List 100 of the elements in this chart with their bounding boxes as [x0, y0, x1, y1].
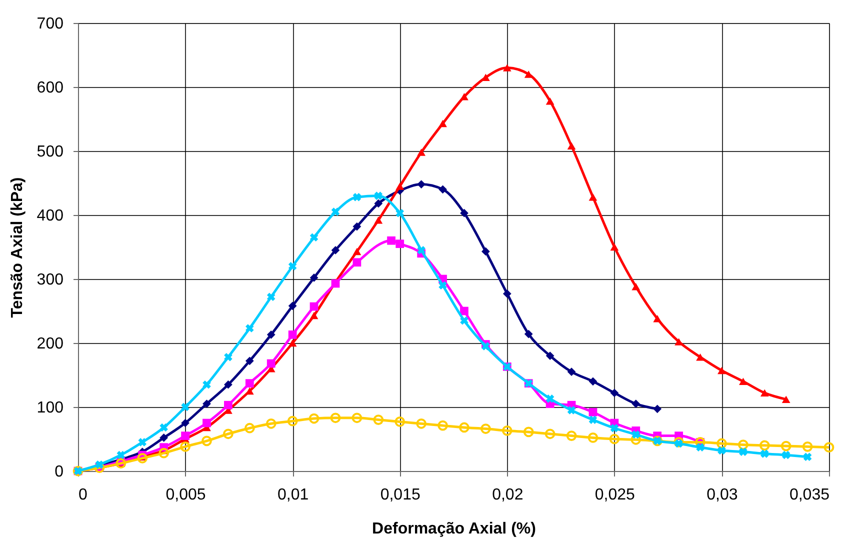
- point: [738, 378, 748, 386]
- point: [546, 352, 554, 360]
- point: [782, 450, 790, 460]
- point: [716, 438, 727, 449]
- point: [567, 142, 576, 150]
- point: [438, 120, 447, 128]
- point: [352, 258, 362, 267]
- point: [181, 432, 190, 440]
- point: [396, 208, 404, 218]
- point: [202, 436, 212, 446]
- point: [330, 412, 341, 424]
- point: [331, 246, 340, 254]
- x-tick-label: 0,025: [594, 486, 636, 504]
- point: [416, 418, 426, 429]
- point: [438, 185, 447, 194]
- point: [202, 380, 211, 389]
- point: [288, 302, 297, 310]
- point: [653, 404, 662, 414]
- x-axis-title: Deformação Axial (%): [372, 520, 536, 538]
- point: [438, 281, 447, 290]
- point: [287, 416, 298, 426]
- point: [396, 240, 404, 248]
- point: [224, 400, 232, 410]
- y-tick-label: 0: [54, 464, 64, 480]
- point: [160, 423, 168, 432]
- x-tick-label: 0,01: [278, 486, 309, 504]
- point: [438, 420, 448, 431]
- point: [116, 450, 126, 460]
- point: [352, 192, 362, 202]
- point: [588, 408, 598, 416]
- point: [696, 443, 704, 452]
- x-tick-label: 0,035: [789, 486, 830, 504]
- point: [802, 442, 813, 452]
- point: [460, 306, 468, 316]
- point: [630, 434, 642, 445]
- y-axis-title: Tensão Axial (kPa): [8, 177, 26, 318]
- point: [524, 330, 533, 338]
- point: [459, 422, 470, 433]
- x-tick-label: 0,005: [166, 486, 206, 504]
- point: [610, 424, 619, 432]
- point: [374, 192, 383, 200]
- point: [759, 440, 770, 451]
- point: [308, 413, 320, 424]
- point: [373, 414, 384, 425]
- point: [632, 430, 640, 439]
- point: [780, 440, 792, 452]
- point: [824, 442, 834, 452]
- point: [245, 356, 254, 366]
- y-tick-label: 100: [36, 400, 64, 416]
- point: [310, 233, 318, 242]
- point: [610, 388, 619, 398]
- point: [632, 400, 640, 408]
- point: [610, 243, 619, 251]
- point: [653, 315, 662, 322]
- point: [588, 193, 598, 201]
- point: [394, 416, 406, 427]
- point: [588, 432, 598, 443]
- point: [158, 448, 170, 458]
- point: [609, 434, 620, 444]
- point: [137, 453, 148, 464]
- point: [288, 339, 297, 347]
- point: [760, 450, 769, 458]
- x-tick-label: 0: [78, 486, 88, 504]
- point: [288, 330, 297, 339]
- point: [460, 208, 468, 218]
- x-tick-label: 0,03: [706, 486, 738, 504]
- point: [224, 352, 232, 362]
- y-tick-label: 700: [36, 16, 64, 32]
- point: [181, 418, 190, 428]
- point: [417, 148, 426, 156]
- y-tick-label: 600: [36, 80, 64, 96]
- point: [374, 199, 383, 208]
- point: [417, 180, 426, 188]
- point: [310, 302, 318, 311]
- point: [331, 208, 340, 216]
- point: [352, 412, 362, 424]
- point: [546, 97, 554, 105]
- x-tick-label: 0,015: [380, 486, 420, 504]
- point: [544, 428, 556, 440]
- point: [739, 448, 748, 456]
- point: [352, 248, 362, 256]
- point: [266, 418, 276, 429]
- point: [482, 247, 490, 256]
- point: [567, 406, 576, 414]
- point: [803, 452, 812, 462]
- point: [588, 416, 598, 424]
- y-tick-label: 500: [36, 144, 64, 160]
- point: [632, 283, 640, 290]
- point: [502, 64, 512, 72]
- point: [417, 246, 426, 254]
- point: [718, 366, 726, 374]
- y-tick-label: 300: [36, 272, 64, 288]
- point: [502, 290, 512, 298]
- point: [202, 418, 211, 428]
- point: [310, 274, 318, 282]
- point: [138, 438, 147, 446]
- y-tick-label: 400: [36, 208, 64, 224]
- point: [266, 330, 276, 339]
- point: [374, 216, 383, 224]
- point: [523, 426, 534, 438]
